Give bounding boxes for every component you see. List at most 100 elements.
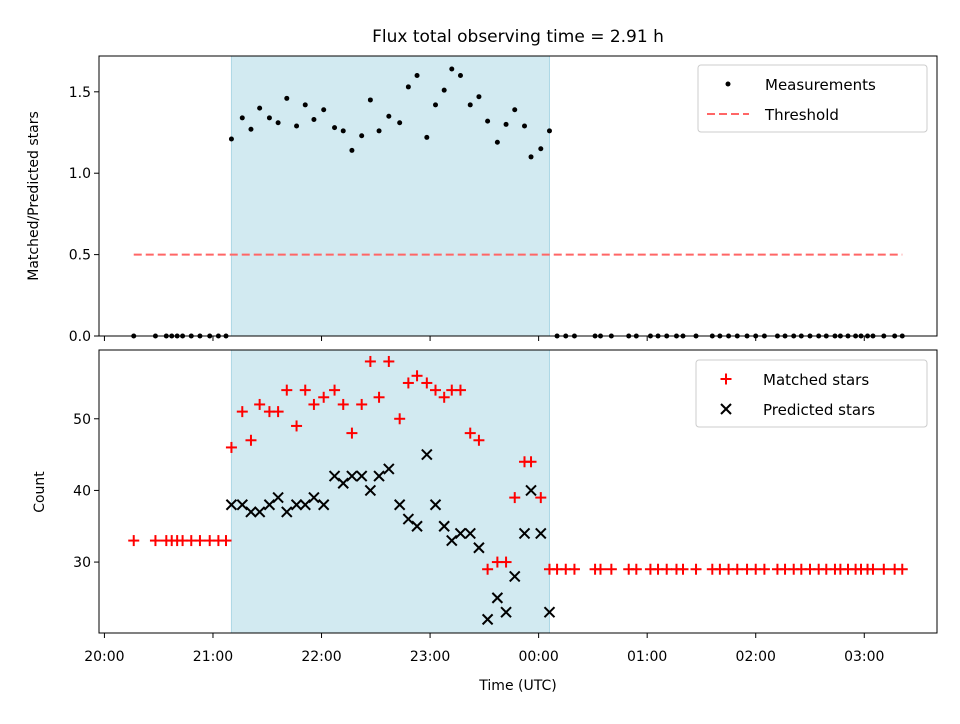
predicted-star-point bbox=[491, 592, 504, 604]
top-legend-box bbox=[697, 64, 928, 133]
bottom-axes-frame bbox=[98, 349, 938, 634]
matched-star-point bbox=[454, 384, 466, 396]
bottom-ytick-label: 30 bbox=[73, 555, 91, 571]
predicted-star-point bbox=[473, 542, 485, 554]
measurement-point bbox=[441, 87, 447, 93]
top-panel: 0.0 0.5 1.0 1.5 Matched/Predicted stars Mea… bbox=[26, 55, 938, 345]
predicted-star-point bbox=[438, 520, 450, 532]
predicted-star-point bbox=[421, 448, 433, 461]
matched-star-point bbox=[661, 563, 673, 575]
matched-star-point bbox=[482, 563, 494, 575]
legend-matched-marker bbox=[720, 373, 732, 385]
matched-star-point bbox=[299, 384, 311, 396]
measurement-point bbox=[248, 126, 254, 132]
cross-b bbox=[299, 499, 311, 511]
matched-star-point bbox=[605, 563, 617, 575]
xtick-label: 21:00 bbox=[193, 649, 233, 665]
measurement-point bbox=[386, 113, 392, 119]
matched-star-point bbox=[383, 355, 395, 367]
cross-b bbox=[473, 542, 485, 554]
measurement-point bbox=[433, 102, 439, 108]
matched-star-point bbox=[568, 563, 580, 575]
top-legend[interactable]: Measurements Threshold bbox=[697, 64, 928, 133]
cross-b bbox=[525, 484, 537, 497]
matched-star-point bbox=[411, 370, 423, 382]
matched-star-point bbox=[245, 434, 257, 446]
predicted-star-point bbox=[253, 506, 266, 518]
measurement-point bbox=[546, 128, 552, 134]
matched-star-point bbox=[308, 398, 320, 410]
matched-star-point bbox=[194, 535, 206, 547]
xtick-label: 23:00 bbox=[410, 649, 450, 665]
predicted-star-point bbox=[245, 506, 257, 518]
xtick-label: 03:00 bbox=[844, 649, 884, 665]
matched-star-point bbox=[291, 420, 303, 432]
figure-title: Flux total observing time = 2.91 h bbox=[372, 27, 664, 47]
matched-star-point bbox=[220, 535, 232, 547]
predicted-star-point bbox=[518, 527, 531, 540]
predicted-star-point bbox=[290, 499, 303, 511]
matched-star-point bbox=[254, 398, 266, 410]
predicted-star-point bbox=[299, 499, 311, 511]
xtick-label: 20:00 bbox=[84, 649, 124, 665]
cross-b bbox=[383, 463, 395, 475]
matched-star-point bbox=[690, 563, 702, 575]
cross-b bbox=[720, 403, 732, 415]
measurement-point bbox=[257, 105, 263, 111]
measurement-point bbox=[332, 125, 338, 131]
cross-b bbox=[411, 520, 423, 532]
measurement-point bbox=[494, 139, 500, 145]
matched-star-point bbox=[318, 391, 330, 403]
cross-b bbox=[253, 506, 266, 518]
matched-star-point bbox=[464, 427, 476, 439]
matched-star-point bbox=[236, 406, 248, 418]
xtick-label: 22:00 bbox=[301, 649, 341, 665]
matched-star-point bbox=[758, 563, 770, 575]
predicted-star-point bbox=[337, 477, 349, 489]
cross-b bbox=[337, 477, 349, 489]
cross-b bbox=[290, 499, 303, 511]
predicted-star-point bbox=[328, 470, 341, 482]
matched-star-point bbox=[535, 492, 547, 504]
measurement-point bbox=[405, 84, 411, 90]
legend-predicted-label: Predicted stars bbox=[763, 401, 875, 419]
bottom-x-ticks: 20:00 21:00 22:00 23:00 00:00 01:00 02:00 03:00 bbox=[84, 633, 884, 665]
predicted-star-point bbox=[373, 470, 385, 482]
top-ytick-label: 0.0 bbox=[69, 329, 91, 345]
matched-star-point bbox=[329, 384, 341, 396]
matched-star-point bbox=[878, 563, 890, 575]
measurement-point bbox=[457, 73, 463, 79]
bottom-legend[interactable]: Matched stars Predicted stars bbox=[695, 359, 928, 428]
top-ytick-label: 1.5 bbox=[69, 85, 91, 101]
cross-b bbox=[509, 570, 521, 583]
predicted-star-point bbox=[225, 499, 238, 511]
measurement-point bbox=[503, 121, 509, 127]
measurement-point bbox=[522, 123, 528, 129]
predicted-star-point bbox=[411, 520, 423, 532]
cross-b bbox=[421, 448, 433, 461]
predicted-star-point bbox=[308, 491, 320, 504]
matched-star-point bbox=[509, 492, 521, 504]
cross-b bbox=[245, 506, 257, 518]
measurement-point bbox=[321, 107, 327, 113]
top-axes-frame bbox=[98, 55, 938, 337]
cross-b bbox=[429, 499, 442, 511]
x-axis-label: Time (UTC) bbox=[478, 678, 556, 694]
predicted-star-point bbox=[535, 527, 547, 540]
legend-measurements-marker bbox=[725, 81, 731, 87]
measurement-point bbox=[476, 94, 482, 100]
cross-b bbox=[438, 520, 450, 532]
cross-b bbox=[236, 499, 248, 511]
cross-b bbox=[355, 470, 368, 482]
matched-star-point bbox=[867, 563, 879, 575]
cross-b bbox=[281, 506, 293, 518]
matched-star-point bbox=[630, 563, 642, 575]
measurement-point bbox=[528, 154, 534, 160]
cross-b bbox=[373, 470, 385, 482]
bottom-y-axis-label: Count bbox=[32, 471, 48, 513]
cross-b bbox=[263, 499, 276, 511]
predicted-star-point bbox=[355, 470, 368, 482]
matched-star-point bbox=[225, 441, 237, 453]
measurement-point bbox=[467, 102, 473, 108]
